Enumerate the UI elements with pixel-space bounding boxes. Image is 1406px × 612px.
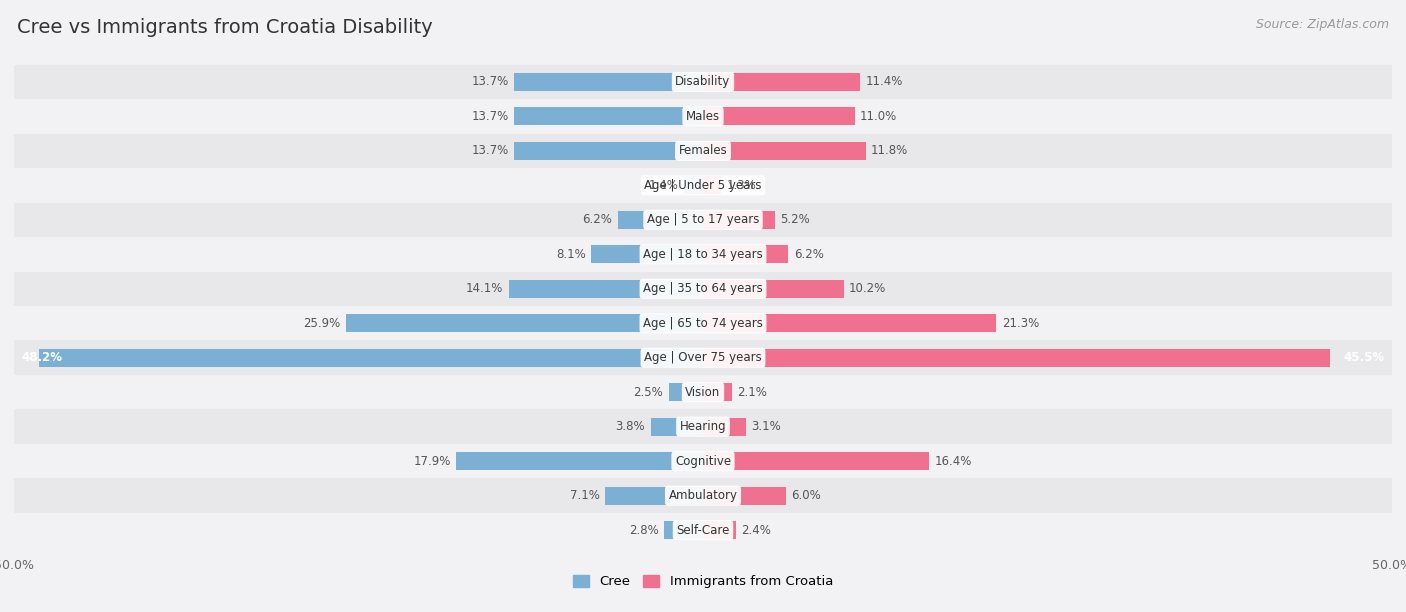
Bar: [515, 73, 703, 91]
Text: 6.2%: 6.2%: [794, 248, 824, 261]
Text: 3.8%: 3.8%: [616, 420, 645, 433]
Text: Cognitive: Cognitive: [675, 455, 731, 468]
Bar: [515, 107, 703, 125]
Bar: [617, 211, 703, 229]
Text: 1.3%: 1.3%: [727, 179, 756, 192]
Text: 17.9%: 17.9%: [413, 455, 451, 468]
Bar: [515, 142, 703, 160]
Text: 11.0%: 11.0%: [860, 110, 897, 123]
Bar: [703, 176, 721, 194]
Text: 21.3%: 21.3%: [1002, 317, 1039, 330]
Bar: [14, 99, 1392, 133]
Bar: [14, 133, 1392, 168]
Bar: [703, 452, 929, 470]
Text: 45.5%: 45.5%: [1344, 351, 1385, 364]
Text: 13.7%: 13.7%: [471, 75, 509, 88]
Bar: [703, 521, 737, 539]
Bar: [14, 65, 1392, 99]
Text: Vision: Vision: [685, 386, 721, 398]
Text: 25.9%: 25.9%: [304, 317, 340, 330]
Text: 2.5%: 2.5%: [633, 386, 664, 398]
Text: 10.2%: 10.2%: [849, 282, 886, 295]
Text: Age | 18 to 34 years: Age | 18 to 34 years: [643, 248, 763, 261]
Text: 16.4%: 16.4%: [935, 455, 972, 468]
Text: 1.4%: 1.4%: [648, 179, 678, 192]
Bar: [703, 142, 866, 160]
Text: 2.8%: 2.8%: [628, 524, 659, 537]
Text: Females: Females: [679, 144, 727, 157]
Text: 5.2%: 5.2%: [780, 214, 810, 226]
Bar: [703, 487, 786, 505]
Bar: [703, 349, 1330, 367]
Bar: [703, 418, 745, 436]
Text: Males: Males: [686, 110, 720, 123]
Text: 8.1%: 8.1%: [557, 248, 586, 261]
Text: Age | 65 to 74 years: Age | 65 to 74 years: [643, 317, 763, 330]
Bar: [14, 444, 1392, 479]
Text: Hearing: Hearing: [679, 420, 727, 433]
Bar: [14, 340, 1392, 375]
Text: 6.2%: 6.2%: [582, 214, 612, 226]
Text: Age | 5 to 17 years: Age | 5 to 17 years: [647, 214, 759, 226]
Text: 48.2%: 48.2%: [21, 351, 62, 364]
Bar: [703, 211, 775, 229]
Text: 11.8%: 11.8%: [872, 144, 908, 157]
Bar: [14, 479, 1392, 513]
Bar: [651, 418, 703, 436]
Bar: [703, 280, 844, 297]
Bar: [14, 375, 1392, 409]
Text: Self-Care: Self-Care: [676, 524, 730, 537]
Text: Age | Under 5 years: Age | Under 5 years: [644, 179, 762, 192]
Bar: [14, 237, 1392, 272]
Bar: [592, 245, 703, 263]
Text: 11.4%: 11.4%: [866, 75, 903, 88]
Bar: [703, 315, 997, 332]
Text: 13.7%: 13.7%: [471, 144, 509, 157]
Text: Cree vs Immigrants from Croatia Disability: Cree vs Immigrants from Croatia Disabili…: [17, 18, 433, 37]
Text: Age | Over 75 years: Age | Over 75 years: [644, 351, 762, 364]
Text: 14.1%: 14.1%: [465, 282, 503, 295]
Text: 2.4%: 2.4%: [741, 524, 772, 537]
Text: Source: ZipAtlas.com: Source: ZipAtlas.com: [1256, 18, 1389, 31]
Bar: [14, 409, 1392, 444]
Text: 3.1%: 3.1%: [751, 420, 780, 433]
Text: 7.1%: 7.1%: [569, 489, 599, 502]
Bar: [703, 107, 855, 125]
Bar: [457, 452, 703, 470]
Text: 2.1%: 2.1%: [738, 386, 768, 398]
Bar: [683, 176, 703, 194]
Bar: [14, 168, 1392, 203]
Legend: Cree, Immigrants from Croatia: Cree, Immigrants from Croatia: [572, 575, 834, 588]
Text: 13.7%: 13.7%: [471, 110, 509, 123]
Bar: [665, 521, 703, 539]
Bar: [605, 487, 703, 505]
Bar: [346, 315, 703, 332]
Bar: [703, 73, 860, 91]
Bar: [39, 349, 703, 367]
Bar: [703, 383, 733, 401]
Bar: [14, 272, 1392, 306]
Bar: [509, 280, 703, 297]
Text: 6.0%: 6.0%: [792, 489, 821, 502]
Bar: [14, 306, 1392, 340]
Text: Age | 35 to 64 years: Age | 35 to 64 years: [643, 282, 763, 295]
Bar: [703, 245, 789, 263]
Text: Ambulatory: Ambulatory: [668, 489, 738, 502]
Bar: [14, 203, 1392, 237]
Bar: [669, 383, 703, 401]
Text: Disability: Disability: [675, 75, 731, 88]
Bar: [14, 513, 1392, 547]
